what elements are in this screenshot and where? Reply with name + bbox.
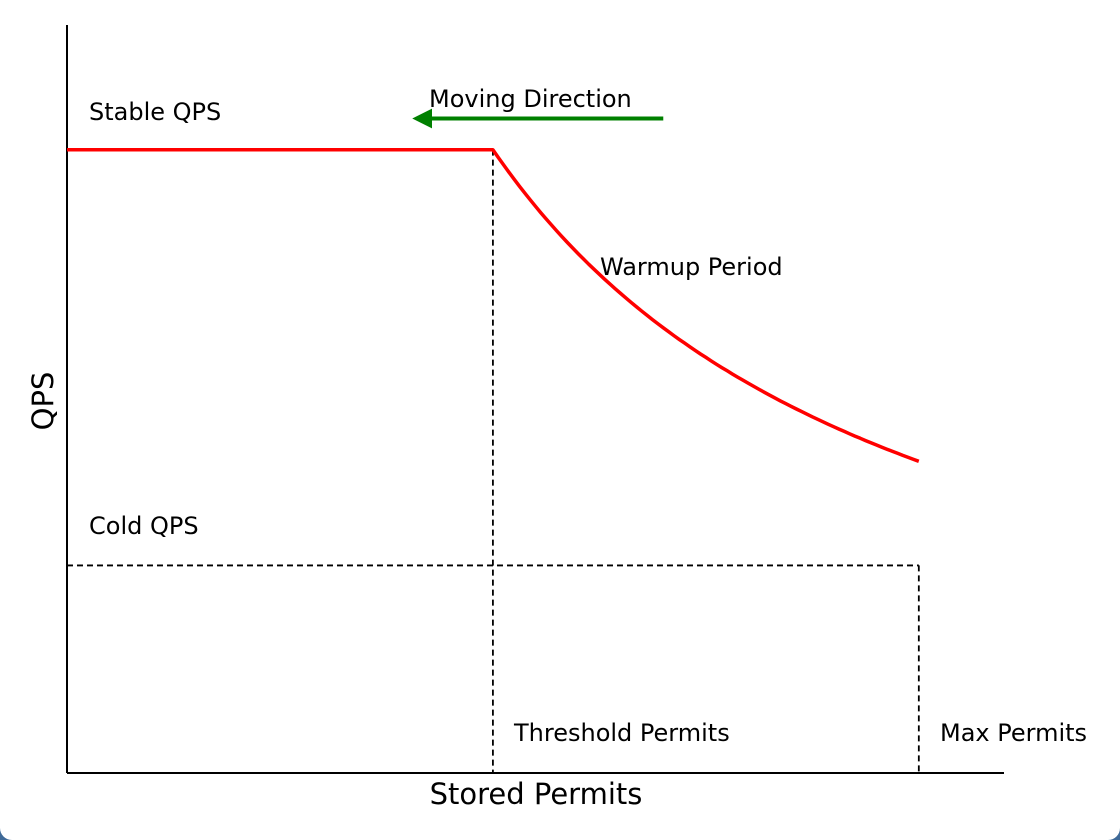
warmup-period-label: Warmup Period <box>600 253 783 281</box>
moving-direction-label: Moving Direction <box>429 85 632 113</box>
stable-qps-label: Stable QPS <box>89 98 221 126</box>
cold-qps-label: Cold QPS <box>89 512 199 540</box>
y-axis-title: QPS <box>26 372 60 431</box>
max-permits-label: Max Permits <box>940 719 1087 747</box>
qps-curve <box>67 147 920 463</box>
threshold-permits-label: Threshold Permits <box>513 719 730 747</box>
x-axis-title: Stored Permits <box>430 777 643 811</box>
